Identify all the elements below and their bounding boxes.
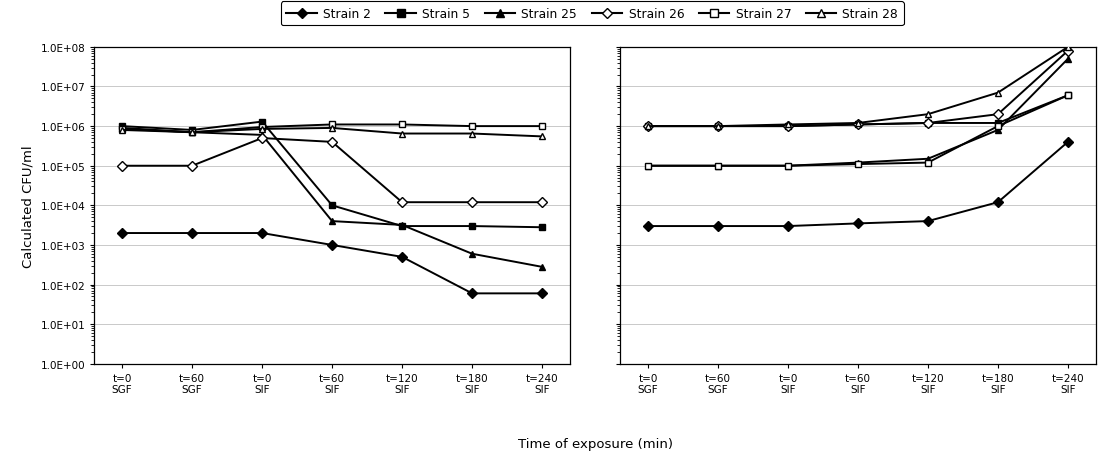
Legend: Strain 2, Strain 5, Strain 25, Strain 26, Strain 27, Strain 28: Strain 2, Strain 5, Strain 25, Strain 26… — [281, 2, 903, 26]
Text: Time of exposure (min): Time of exposure (min) — [517, 437, 673, 450]
Y-axis label: Calculated CFU/ml: Calculated CFU/ml — [22, 145, 34, 267]
